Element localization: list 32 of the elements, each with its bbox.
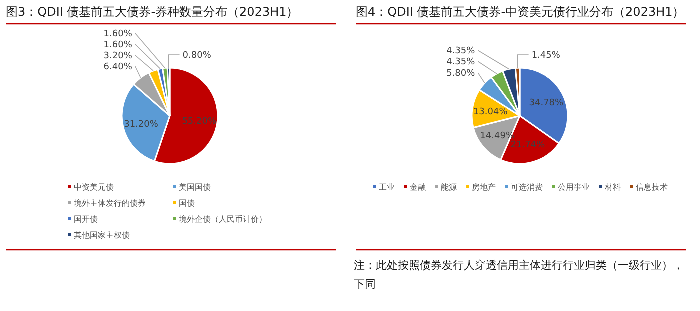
- legend-label: 能源: [441, 183, 457, 192]
- legend-label: 国开债: [74, 215, 98, 224]
- data-label: 6.40%: [104, 62, 133, 73]
- legend-label: 境外主体发行的债券: [73, 199, 146, 208]
- data-label: 4.35%: [446, 46, 476, 57]
- legend-label: 美国国债: [179, 183, 211, 192]
- data-label: 21.74%: [510, 140, 546, 151]
- legend-label: 材料: [604, 183, 621, 192]
- data-label: 13.04%: [473, 107, 508, 118]
- data-label: 4.35%: [446, 58, 476, 68]
- legend-label: 金融: [410, 183, 426, 192]
- legend-label: 信息技术: [636, 183, 668, 192]
- data-label: 31.20%: [124, 120, 159, 130]
- data-label: 1.60%: [104, 40, 133, 51]
- data-label: 1.45%: [532, 51, 561, 61]
- data-label: 0.80%: [182, 51, 212, 61]
- data-label: 55.20%: [182, 116, 217, 127]
- data-label: 1.60%: [104, 30, 133, 40]
- legend-label: 可选消费: [511, 183, 543, 192]
- legend-label: 工业: [379, 183, 395, 192]
- text: 注：此处按照债券发行人穿透信用主体进行行业归类（一级行业），下同: [354, 258, 685, 293]
- legend-label: 境外企债（人民币计价）: [178, 215, 267, 224]
- legend-label: 其他国家主权债: [74, 231, 130, 240]
- data-label: 5.80%: [446, 69, 476, 80]
- data-label: 3.20%: [104, 52, 133, 62]
- legend-label: 房地产: [472, 183, 496, 192]
- chart-title: 图4：QDII 债基前五大债券-中资美元债行业分布（2023H1）: [356, 5, 685, 19]
- legend-label: 国债: [179, 199, 195, 208]
- data-label: 34.78%: [529, 98, 564, 108]
- legend-label: 公用事业: [558, 183, 590, 192]
- chart-title: 图3：QDII 债基前五大债券-券种数量分布（2023H1）: [6, 5, 299, 19]
- legend-label: 中资美元债: [74, 183, 114, 192]
